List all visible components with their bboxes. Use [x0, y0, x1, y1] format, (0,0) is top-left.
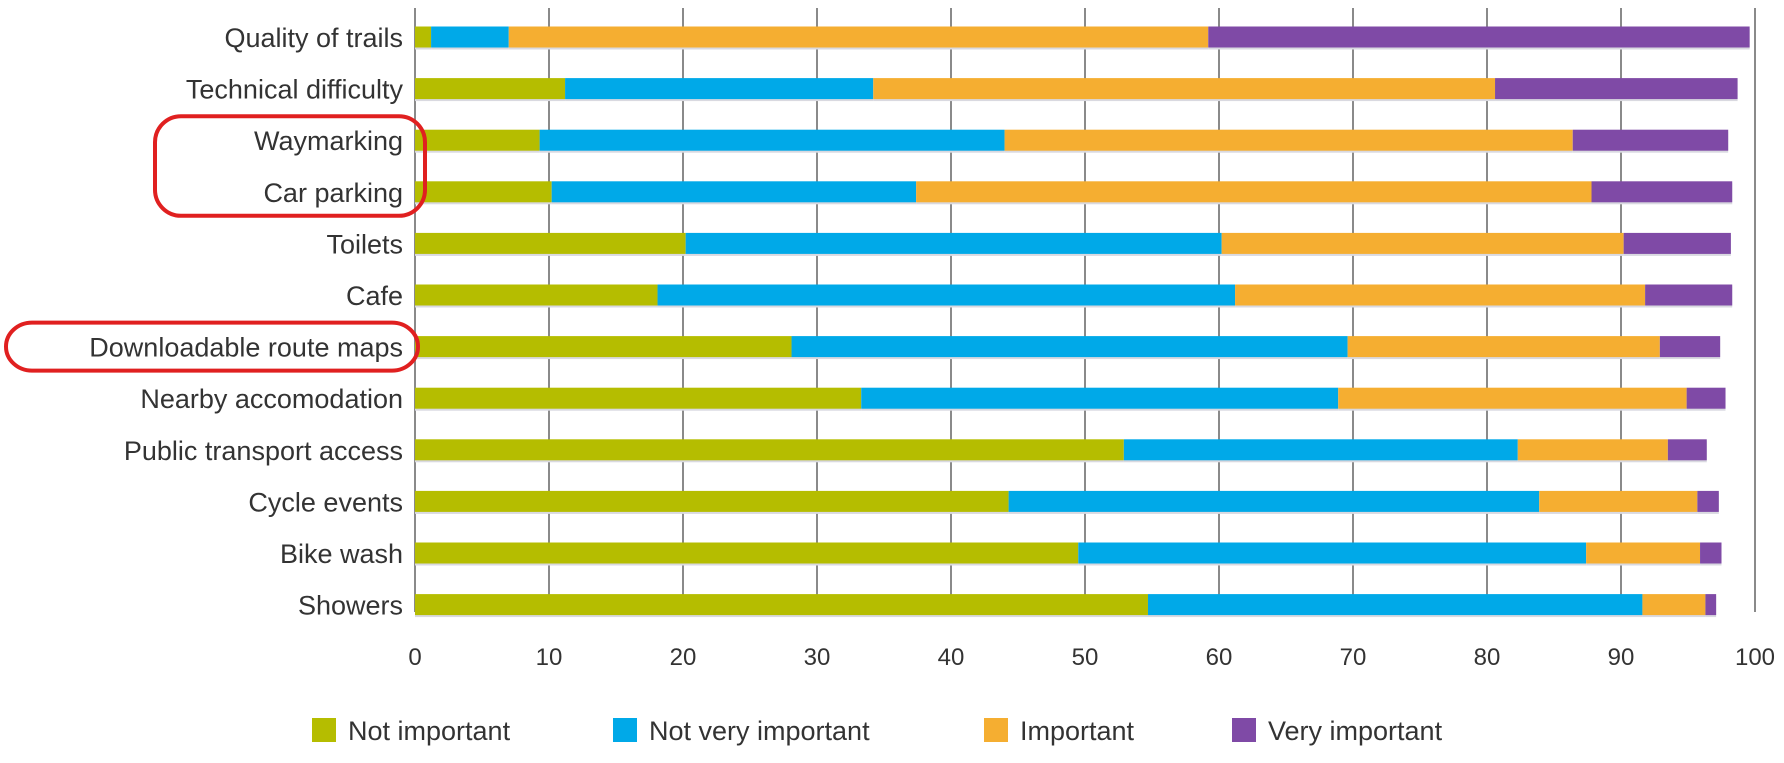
legend-label: Not important: [348, 716, 511, 746]
x-tick-label: 60: [1206, 644, 1233, 671]
bar-segment-technical-difficulty-very-important: [1495, 78, 1738, 100]
bar-segment-public-transport-access-not-very-important: [1123, 439, 1518, 461]
category-labels: Quality of trails Technical difficulty Way…: [89, 23, 403, 621]
x-tick-label: 80: [1474, 644, 1501, 671]
x-tick-label: 70: [1340, 644, 1367, 671]
bar-segment-public-transport-access-important: [1517, 439, 1668, 461]
bar-segment-toilets-important: [1221, 232, 1624, 254]
bar-segment-downloadable-route-maps-not-important: [415, 336, 792, 358]
legend-label: Important: [1020, 716, 1135, 746]
category-label: Bike wash: [280, 539, 403, 569]
bar-segment-nearby-accomodation-not-very-important: [861, 387, 1339, 409]
x-tick-label: 10: [536, 644, 563, 671]
bar-segment-downloadable-route-maps-very-important: [1659, 336, 1721, 358]
x-tick-label: 100: [1735, 644, 1775, 671]
bar-segment-toilets-not-very-important: [685, 232, 1222, 254]
bar-segment-cafe-very-important: [1645, 284, 1733, 306]
category-label: Cycle events: [248, 487, 403, 517]
bar-segment-cycle-events-important: [1539, 490, 1698, 512]
highlight-oval-downloadable-route-maps: [4, 320, 420, 373]
legend-swatch-not-very-important: [613, 718, 637, 742]
legend-swatch-very-important: [1232, 718, 1256, 742]
bar-segment-technical-difficulty-not-very-important: [565, 78, 874, 100]
bar-segment-bike-wash-very-important: [1700, 542, 1722, 564]
bar-segment-quality-of-trails-important: [508, 26, 1209, 48]
bar-segment-waymarking-important: [1004, 129, 1573, 151]
category-label: Public transport access: [124, 436, 403, 466]
bar-segment-technical-difficulty-not-important: [415, 78, 566, 100]
bar-segment-public-transport-access-not-important: [415, 439, 1124, 461]
bars: [415, 26, 1750, 618]
bar-segment-showers-very-important: [1705, 594, 1717, 616]
category-label: Nearby accomodation: [140, 384, 403, 414]
bar-segment-cycle-events-very-important: [1697, 490, 1719, 512]
bar-segment-bike-wash-not-important: [415, 542, 1079, 564]
bar-segment-showers-important: [1642, 594, 1706, 616]
category-label: Car parking: [263, 178, 403, 208]
bar-segment-car-parking-very-important: [1591, 181, 1733, 203]
bar-segment-nearby-accomodation-very-important: [1686, 387, 1726, 409]
category-label: Showers: [298, 591, 403, 621]
bar-segment-cafe-not-important: [415, 284, 658, 306]
x-tick-label: 40: [938, 644, 965, 671]
x-tick-label: 50: [1072, 644, 1099, 671]
bar-segment-showers-not-important: [415, 594, 1148, 616]
category-label: Waymarking: [254, 126, 403, 156]
bar-segment-quality-of-trails-not-important: [415, 26, 432, 48]
x-tick-label: 30: [804, 644, 831, 671]
bar-segment-car-parking-not-important: [415, 181, 552, 203]
category-label: Toilets: [326, 229, 403, 259]
bar-segment-cycle-events-not-very-important: [1008, 490, 1540, 512]
x-tick-label: 20: [670, 644, 697, 671]
bar-segment-downloadable-route-maps-important: [1347, 336, 1660, 358]
bar-segment-cycle-events-not-important: [415, 490, 1009, 512]
bar-segment-cafe-important: [1235, 284, 1646, 306]
bar-segment-waymarking-very-important: [1572, 129, 1729, 151]
bar-segment-toilets-not-important: [415, 232, 686, 254]
bar-segment-quality-of-trails-very-important: [1208, 26, 1750, 48]
x-tick-label: 0: [408, 644, 421, 671]
bar-segment-public-transport-access-very-important: [1667, 439, 1707, 461]
category-label: Downloadable route maps: [89, 333, 403, 363]
bar-segment-toilets-very-important: [1623, 232, 1731, 254]
bar-segment-waymarking-not-important: [415, 129, 540, 151]
bar-segment-technical-difficulty-important: [873, 78, 1496, 100]
category-label: Technical difficulty: [186, 75, 404, 105]
bar-segment-nearby-accomodation-important: [1338, 387, 1687, 409]
x-axis-tick-labels: 0 10 20 30 40 50 60 70 80 90 100: [408, 644, 1775, 671]
legend-swatch-not-important: [312, 718, 336, 742]
bar-segment-car-parking-important: [916, 181, 1592, 203]
bar-segment-bike-wash-important: [1586, 542, 1701, 564]
category-label: Cafe: [346, 281, 403, 311]
bar-segment-waymarking-not-very-important: [539, 129, 1005, 151]
highlight-annotations: [4, 114, 427, 373]
bar-segment-bike-wash-not-very-important: [1078, 542, 1587, 564]
bar-segment-nearby-accomodation-not-important: [415, 387, 862, 409]
highlight-oval-waymarking-car-parking: [153, 114, 427, 218]
x-tick-label: 90: [1608, 644, 1635, 671]
bar-segment-cafe-not-very-important: [657, 284, 1236, 306]
bar-segment-quality-of-trails-not-very-important: [431, 26, 509, 48]
category-label: Quality of trails: [224, 23, 403, 53]
bar-segment-downloadable-route-maps-not-very-important: [791, 336, 1348, 358]
bar-segment-showers-not-very-important: [1147, 594, 1643, 616]
legend: Not important Not very important Important…: [312, 716, 1443, 746]
bar-segment-car-parking-not-very-important: [551, 181, 917, 203]
legend-swatch-important: [984, 718, 1008, 742]
legend-label: Very important: [1268, 716, 1443, 746]
legend-label: Not very important: [649, 716, 870, 746]
